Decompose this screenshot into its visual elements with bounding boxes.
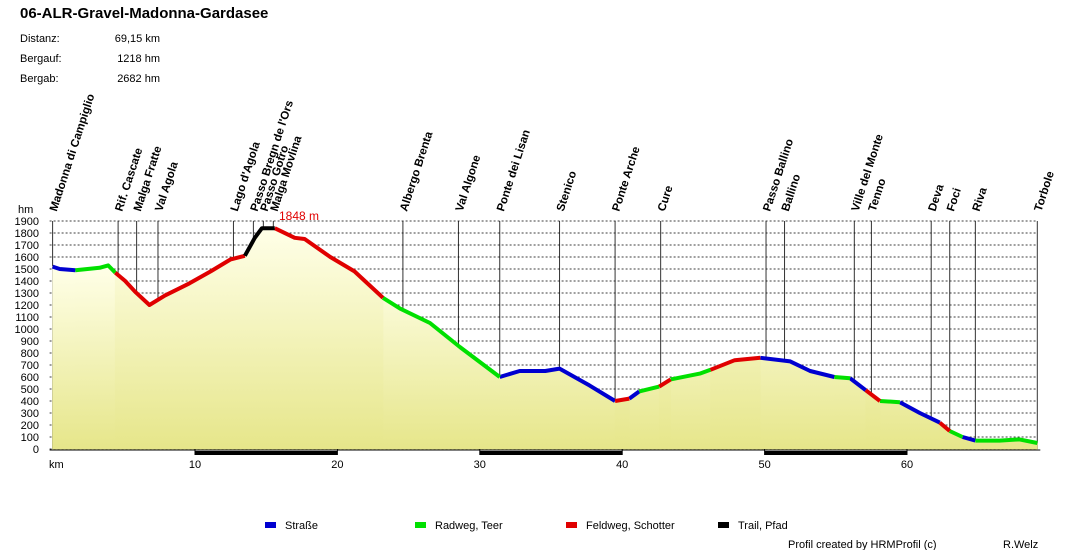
waypoint-label: Val Algone (454, 154, 483, 213)
legend: Straße Radweg, Teer Feldweg, Schotter Trail… (265, 520, 788, 532)
y-tick-label: 1600 (15, 252, 39, 264)
profile-fill (52, 227, 1038, 450)
profile-lines (51, 226, 1038, 445)
author: R.Welz (1003, 539, 1038, 550)
y-tick-label: 1300 (15, 288, 39, 300)
x-tick-label: 10 (189, 459, 201, 471)
y-axis-label: hm (18, 204, 33, 216)
waypoint-label: Cure (656, 184, 676, 213)
x-tick-label: 60 (901, 459, 913, 471)
waypoint-label: Ponte dei Lisan (495, 128, 533, 213)
y-tick-label: 900 (21, 336, 39, 348)
axes: 0100200300400500600700800900100011001200… (15, 216, 1041, 471)
y-tick-label: 400 (21, 396, 39, 408)
x-tick-label: 50 (758, 459, 770, 471)
x-tick-label: 40 (616, 459, 628, 471)
x-axis-label: km (49, 459, 64, 471)
waypoint-label: Foci (945, 187, 964, 213)
y-tick-label: 800 (21, 348, 39, 360)
profile-line (113, 226, 952, 433)
y-tick-label: 200 (21, 420, 39, 432)
legend-label: Straße (285, 520, 318, 532)
y-tick-label: 0 (33, 444, 39, 456)
scale-bar (764, 451, 908, 455)
legend-label: Feldweg, Schotter (586, 520, 675, 532)
legend-swatch (265, 522, 276, 528)
waypoint-label: Ponte Arche (611, 145, 643, 213)
y-tick-label: 600 (21, 372, 39, 384)
y-tick-label: 1400 (15, 276, 39, 288)
y-tick-label: 1500 (15, 264, 39, 276)
waypoint-label: Madonna di Campiglio (48, 93, 97, 213)
stat-label: Distanz: (20, 33, 60, 45)
scale-bar (479, 451, 623, 455)
chart-title: 06-ALR-Gravel-Madonna-Gardasee (20, 5, 268, 22)
scale-bar (195, 451, 338, 455)
y-tick-label: 1000 (15, 324, 39, 336)
y-tick-label: 300 (21, 408, 39, 420)
stat-label: Bergab: (20, 73, 59, 85)
waypoint-label: Albergo Brenta (398, 130, 435, 213)
y-tick-label: 1800 (15, 228, 39, 240)
stats: Distanz: 69,15 km Bergauf: 1218 hm Bergab: 26… (20, 33, 160, 85)
profile-area (244, 227, 276, 450)
legend-label: Radweg, Teer (435, 520, 503, 532)
legend-swatch (566, 522, 577, 528)
stat-value: 2682 hm (117, 73, 160, 85)
profile-line (51, 264, 976, 443)
stat-value: 69,15 km (115, 33, 160, 45)
profile-line (75, 263, 1038, 445)
stat-label: Bergauf: (20, 53, 62, 65)
max-annotation: 1848 m (279, 209, 319, 223)
legend-label: Trail, Pfad (738, 520, 788, 532)
y-tick-label: 500 (21, 384, 39, 396)
waypoint-label: Riva (971, 186, 990, 213)
y-tick-label: 700 (21, 360, 39, 372)
waypoint-label: Torbole (1033, 170, 1057, 213)
waypoint-label: Deva (927, 182, 947, 212)
footer: Profil created by HRMProfil (c) (788, 539, 937, 550)
x-tick-label: 30 (474, 459, 486, 471)
y-tick-label: 1700 (15, 240, 39, 252)
y-tick-label: 1900 (15, 216, 39, 228)
y-tick-label: 1100 (15, 312, 39, 324)
x-tick-label: 20 (331, 459, 343, 471)
legend-swatch (415, 522, 426, 528)
stat-value: 1218 hm (117, 53, 160, 65)
profile-line (243, 226, 275, 257)
y-tick-label: 100 (21, 432, 39, 444)
y-tick-label: 1200 (15, 300, 39, 312)
legend-swatch (718, 522, 729, 528)
waypoint-label: Stenico (555, 170, 579, 213)
